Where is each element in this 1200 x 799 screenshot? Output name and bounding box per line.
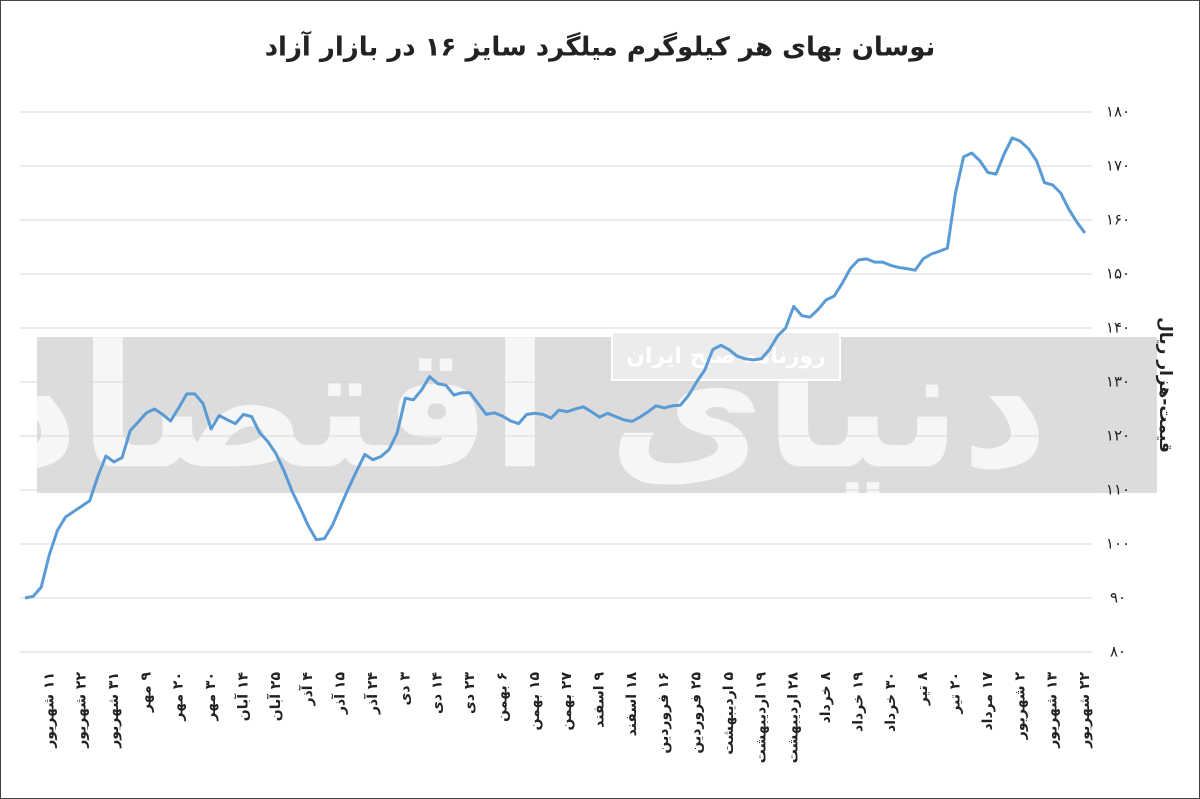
x-tick-label: ۲۰ تیر [948, 672, 964, 715]
x-tick-label: ۱۱ شهریور [41, 672, 57, 749]
x-tick-label: ۳۱ شهریور [106, 672, 122, 749]
y-tick-label: ۸۰ [1110, 643, 1126, 661]
x-tick-label: ۸ تیر [915, 672, 931, 707]
y-axis-label: قیمت-هزار ریال [1155, 317, 1175, 453]
x-tick-label: ۱۷ مرداد [980, 672, 996, 731]
x-tick-label: ۳۰ خرداد [883, 672, 899, 732]
x-tick-label: ۱۶ فروردین [656, 672, 672, 754]
x-tick-label: ۶ بهمن [494, 672, 510, 722]
x-tick-label: ۲۸ اردیبهشت [786, 672, 802, 764]
x-tick-label: ۲۷ بهمن [559, 672, 575, 731]
y-tick-label: ۱۵۰ [1106, 265, 1130, 283]
price-line [24, 136, 1087, 600]
y-tick-label: ۱۰۰ [1106, 535, 1130, 553]
y-tick-label: ۱۳۰ [1106, 373, 1130, 391]
x-tick-label: ۱۳ شهریور [1045, 672, 1061, 749]
y-tick-label: ۱۲۰ [1106, 427, 1130, 445]
y-tick-label: ۱۴۰ [1106, 319, 1130, 337]
x-tick-label: ۹ مهر [138, 672, 154, 714]
x-tick-label: ۲۳ دی [462, 672, 478, 714]
y-tick-label: ۱۷۰ [1106, 157, 1130, 175]
y-tick-label: ۱۱۰ [1106, 481, 1130, 499]
x-tick-label: ۸ خرداد [818, 672, 834, 724]
watermark-logo: دنیای اقتصاد [0, 309, 1048, 507]
x-tick-label: ۱۴ دی [430, 672, 446, 714]
x-tick-label: ۲۴ آذر [363, 672, 381, 715]
x-tick-label: ۱۸ اسفند [624, 672, 640, 737]
x-tick-label: ۵ اردیبهشت [721, 672, 737, 755]
y-tick-label: ۱۸۰ [1106, 103, 1130, 121]
x-tick-label: ۳۰ مهر [203, 672, 219, 722]
x-tick-label: ۲۵ آبان [266, 672, 284, 722]
x-tick-label: ۳ دی [397, 672, 413, 706]
x-tick-label: ۲۲ شهریور [74, 672, 90, 749]
x-tick-label: ۱۵ بهمن [527, 672, 543, 731]
y-tick-label: ۱۶۰ [1106, 211, 1130, 229]
x-tick-label: ۱۴ آبان [233, 672, 251, 722]
x-tick-label: ۱۹ اردیبهشت [753, 672, 769, 764]
chart-title: نوسان بهای هر کیلوگرم میلگرد سایز ۱۶ در … [265, 31, 936, 63]
y-tick-label: ۹۰ [1110, 589, 1126, 607]
x-tick-label: ۲۵ فروردین [689, 672, 705, 754]
x-tick-label: ۲ شهریور [1012, 672, 1028, 741]
x-tick-label: ۹ اسفند [592, 672, 608, 728]
watermark-box [611, 331, 841, 381]
x-tick-label: ۱۵ آذر [331, 672, 349, 715]
x-tick-label: ۴ آذر [298, 672, 316, 707]
x-tick-label: ۲۰ مهر [171, 672, 187, 722]
x-tick-label: ۲۲ شهریور [1077, 672, 1093, 749]
x-tick-label: ۱۹ خرداد [850, 672, 866, 732]
